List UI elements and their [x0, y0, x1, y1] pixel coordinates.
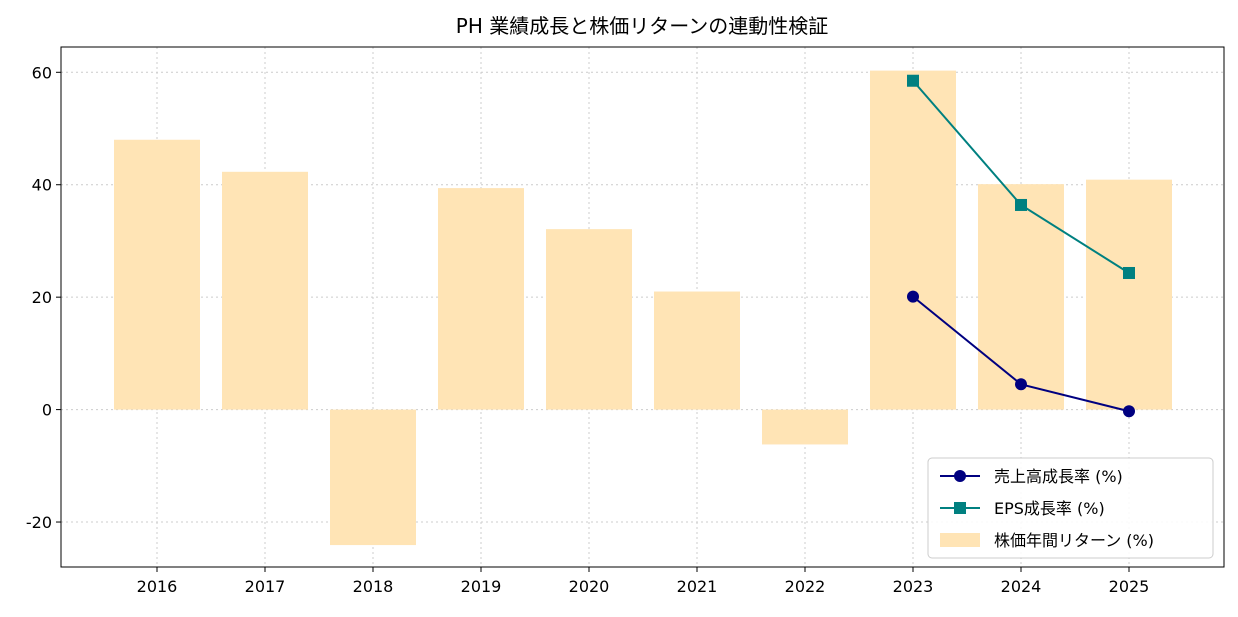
series-point-0 — [1015, 378, 1027, 391]
bar-2021 — [654, 291, 740, 410]
legend-marker — [954, 470, 966, 482]
series-point-1 — [907, 74, 919, 87]
bar-2024 — [978, 184, 1064, 410]
bar-2023 — [870, 70, 956, 410]
x-tick-label: 2017 — [245, 577, 286, 596]
series-point-1 — [1015, 198, 1027, 211]
legend-marker — [954, 502, 966, 514]
x-tick-label: 2023 — [893, 577, 934, 596]
series-point-1 — [1123, 266, 1135, 279]
x-tick-label: 2016 — [137, 577, 178, 596]
plot-frame — [60, 46, 1225, 568]
series-point-0 — [1123, 405, 1135, 418]
legend: 売上高成長率 (%) EPS成長率 (%) 株価年間リターン (%) — [927, 457, 1214, 559]
legend-label: EPS成長率 (%) — [994, 499, 1105, 518]
bar-2016 — [114, 139, 200, 410]
bar-2022 — [762, 409, 848, 445]
x-tick-label: 2025 — [1109, 577, 1150, 596]
x-tick-label: 2021 — [677, 577, 718, 596]
bar-2025 — [1086, 179, 1172, 410]
y-tick-label: 0 — [42, 401, 52, 420]
bar-2020 — [546, 229, 632, 410]
legend-swatch — [940, 533, 980, 547]
bar-2017 — [222, 171, 308, 410]
bar-2019 — [438, 188, 524, 410]
chart-title: PH 業績成長と株価リターンの連動性検証 — [456, 14, 828, 38]
y-tick-label: 60 — [32, 63, 52, 82]
y-axis: -20 0 20 40 60 — [26, 63, 61, 532]
legend-label: 売上高成長率 (%) — [994, 467, 1123, 486]
y-tick-label: -20 — [26, 513, 52, 532]
bar-series — [114, 70, 1172, 546]
y-tick-label: 20 — [32, 288, 52, 307]
x-tick-label: 2020 — [569, 577, 610, 596]
series-point-0 — [907, 290, 919, 303]
legend-frame — [927, 457, 1214, 559]
line-series — [907, 74, 1135, 418]
legend-label: 株価年間リターン (%) — [994, 531, 1154, 550]
x-tick-label: 2018 — [353, 577, 394, 596]
x-tick-label: 2024 — [1001, 577, 1042, 596]
y-tick-label: 40 — [32, 176, 52, 195]
x-tick-label: 2019 — [461, 577, 502, 596]
bar-2018 — [330, 409, 416, 546]
x-tick-label: 2022 — [785, 577, 826, 596]
x-axis: 2016 2017 2018 2019 2020 2021 2022 2023 2024 2025 — [137, 567, 1150, 596]
